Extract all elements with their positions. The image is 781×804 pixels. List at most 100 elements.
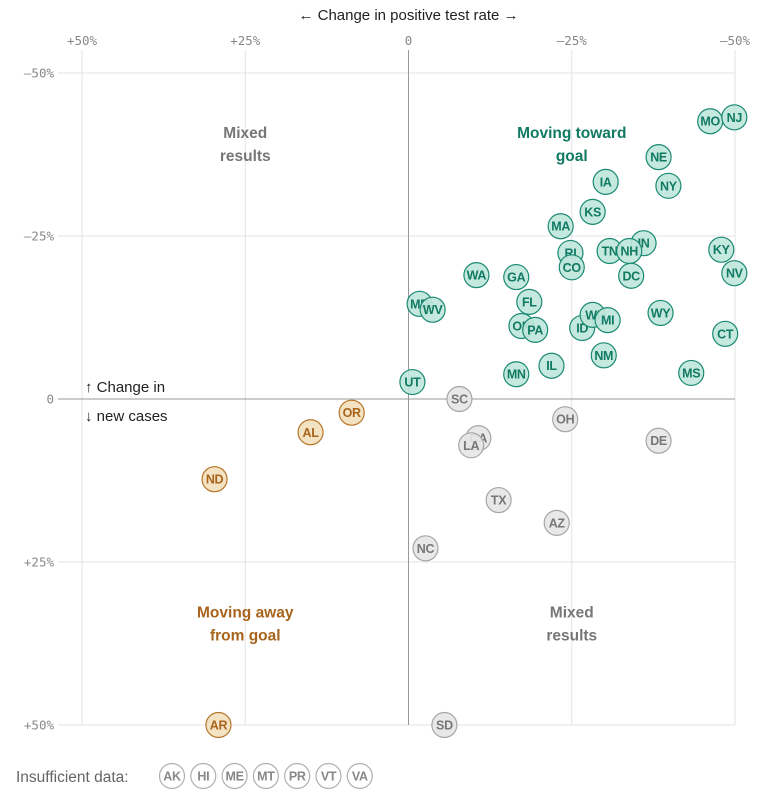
state-label: FL	[522, 295, 537, 309]
quadrant-label-line: Moving away	[197, 604, 294, 621]
state-point-ma[interactable]: MA	[547, 213, 574, 240]
state-point-wy[interactable]: WY	[647, 299, 674, 327]
state-marker	[558, 254, 585, 281]
state-label: UT	[404, 376, 421, 390]
state-label: LA	[463, 439, 479, 453]
state-point-tx[interactable]: TX	[485, 486, 512, 514]
state-label: NY	[660, 179, 678, 193]
quadrant-label-line: Mixed	[223, 125, 267, 142]
insufficient-data-label: Insufficient data:	[16, 769, 129, 786]
y-tick-label: –50%	[24, 66, 55, 81]
state-point-co[interactable]: CO	[558, 254, 585, 281]
state-label: TX	[491, 494, 507, 508]
state-point-ut[interactable]: UT	[399, 368, 426, 396]
x-tick-label: –25%	[557, 33, 588, 48]
y-tick-label: +50%	[24, 718, 55, 733]
quadrant-label-toward: Moving toward goal	[517, 125, 626, 165]
state-label: DE	[650, 434, 667, 448]
quadrant-label-mixed: Mixed results	[220, 125, 271, 165]
y-axis-title-line-2: ↓ new cases	[85, 408, 168, 425]
insufficient-state-pr: PR	[284, 762, 311, 790]
state-label: OH	[556, 413, 574, 427]
quadrant-label-line: goal	[556, 148, 588, 165]
state-marker	[315, 762, 342, 790]
state-marker	[655, 172, 682, 199]
state-label: NC	[417, 542, 435, 556]
state-point-az[interactable]: AZ	[543, 509, 570, 536]
state-point-wv[interactable]: WV	[419, 296, 446, 323]
state-point-ar[interactable]: AR	[205, 711, 232, 739]
state-marker	[647, 299, 674, 327]
state-marker	[618, 262, 645, 289]
state-marker	[503, 361, 530, 388]
state-marker	[284, 762, 311, 790]
quadrant-label-mixed: Mixed results	[546, 604, 597, 644]
state-label: PR	[289, 770, 306, 784]
state-label: ME	[226, 770, 244, 784]
state-marker	[721, 104, 748, 131]
state-point-pa[interactable]: PA	[522, 316, 549, 343]
y-tick-label: 0	[46, 392, 54, 407]
state-point-nm[interactable]: NM	[590, 342, 617, 369]
x-tick-label: 0	[405, 33, 413, 48]
state-point-nd[interactable]: ND	[201, 466, 228, 493]
state-label: AZ	[549, 516, 566, 530]
state-label: DC	[622, 269, 640, 283]
state-point-nj[interactable]: NJ	[721, 104, 748, 131]
state-point-nh[interactable]: NH	[616, 237, 643, 265]
state-point-ks[interactable]: KS	[579, 198, 606, 225]
state-label: MT	[257, 770, 275, 784]
state-point-dc[interactable]: DC	[618, 262, 645, 289]
state-marker	[547, 213, 574, 240]
state-point-il[interactable]: IL	[538, 352, 565, 379]
state-point-la[interactable]: LA	[458, 432, 485, 459]
state-label: CO	[563, 261, 582, 275]
state-point-ne[interactable]: NE	[645, 144, 672, 171]
state-label: OR	[343, 406, 361, 420]
state-point-oh[interactable]: OH	[552, 406, 579, 433]
state-marker	[543, 509, 570, 536]
state-marker	[252, 762, 279, 790]
state-label: GA	[507, 271, 525, 285]
state-point-nc[interactable]: NC	[412, 535, 439, 562]
state-point-sc[interactable]: SC	[446, 385, 473, 413]
state-point-mi[interactable]: MI	[594, 307, 621, 334]
state-point-or[interactable]: OR	[338, 399, 365, 426]
state-point-sd[interactable]: SD	[431, 711, 458, 739]
grid	[58, 50, 736, 726]
state-label: NE	[650, 151, 667, 165]
state-label: MN	[507, 368, 526, 382]
state-label: KY	[713, 243, 731, 257]
state-point-ga[interactable]: GA	[503, 263, 530, 291]
state-label: AK	[163, 770, 181, 784]
state-point-ny[interactable]: NY	[655, 172, 682, 199]
state-point-fl[interactable]: FL	[516, 288, 543, 315]
state-label: ND	[206, 473, 224, 487]
state-point-nv[interactable]: NV	[721, 260, 748, 287]
state-point-wa[interactable]: WA	[463, 262, 490, 289]
state-point-tn[interactable]: TN	[596, 237, 623, 265]
x-axis-title: ← Change in positive test rate →	[298, 7, 518, 24]
state-point-ky[interactable]: KY	[708, 236, 735, 263]
state-marker	[338, 399, 365, 426]
state-point-mn[interactable]: MN	[503, 361, 530, 388]
state-label: MA	[551, 220, 570, 234]
state-label: SD	[436, 719, 453, 733]
state-marker	[297, 419, 324, 446]
state-marker	[221, 762, 248, 790]
x-tick-labels: +50% +25% 0 –25% –50%	[67, 33, 751, 48]
state-marker	[645, 427, 672, 454]
quadrant-label-line: Moving toward	[517, 125, 626, 142]
state-label: NV	[726, 267, 744, 281]
quadrant-label-line: Mixed	[550, 604, 594, 621]
state-point-ct[interactable]: CT	[712, 320, 739, 347]
state-point-ms[interactable]: MS	[678, 359, 705, 387]
state-point-al[interactable]: AL	[297, 419, 324, 446]
state-marker	[592, 168, 619, 195]
state-point-mo[interactable]: MO	[697, 108, 724, 135]
state-point-ia[interactable]: IA	[592, 168, 619, 195]
state-point-de[interactable]: DE	[645, 427, 672, 454]
y-axis-title-line-1: ↑ Change in	[85, 379, 165, 396]
state-marker	[538, 352, 565, 379]
